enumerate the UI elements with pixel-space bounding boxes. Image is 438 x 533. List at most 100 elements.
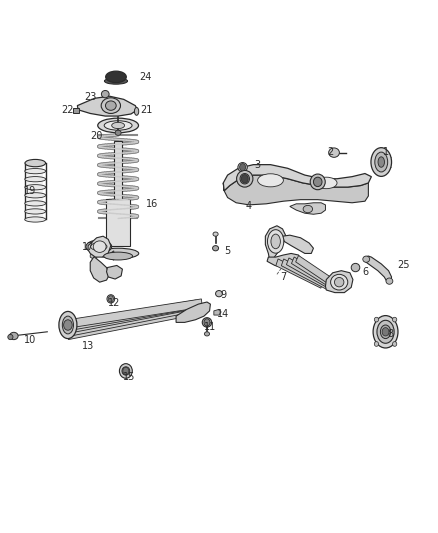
Ellipse shape [328,148,339,157]
Ellipse shape [25,201,46,206]
Text: 20: 20 [91,131,103,141]
Text: 25: 25 [397,260,410,270]
Ellipse shape [205,332,209,336]
Circle shape [64,320,72,330]
Text: 12: 12 [108,298,120,308]
Polygon shape [106,265,123,279]
Ellipse shape [62,316,74,334]
Text: 17: 17 [82,242,94,252]
Ellipse shape [25,209,46,214]
Ellipse shape [101,98,120,114]
Polygon shape [67,299,202,328]
Polygon shape [296,255,343,292]
Circle shape [241,175,248,183]
Ellipse shape [392,342,397,346]
Ellipse shape [378,157,385,167]
Polygon shape [78,96,138,116]
Ellipse shape [380,325,391,338]
Circle shape [108,296,113,302]
Text: 11: 11 [204,321,216,332]
Circle shape [382,328,389,336]
Ellipse shape [374,317,378,322]
Ellipse shape [25,184,46,190]
Polygon shape [176,302,210,322]
Ellipse shape [237,171,253,187]
Ellipse shape [213,232,218,236]
Ellipse shape [122,367,130,375]
Text: 16: 16 [146,199,159,209]
Polygon shape [107,251,114,260]
Polygon shape [290,203,325,214]
Ellipse shape [315,177,337,189]
Ellipse shape [112,123,124,128]
Ellipse shape [106,101,116,110]
Ellipse shape [25,168,46,174]
Text: 4: 4 [246,201,252,212]
Ellipse shape [335,278,344,287]
Ellipse shape [374,342,378,346]
Polygon shape [223,175,368,205]
Ellipse shape [91,243,107,251]
Ellipse shape [314,177,322,187]
Text: 22: 22 [62,105,74,115]
Polygon shape [365,256,392,282]
Ellipse shape [115,130,121,135]
Text: 7: 7 [280,272,286,282]
Ellipse shape [104,121,132,130]
Circle shape [240,164,246,171]
Text: 5: 5 [224,246,231,256]
Text: 10: 10 [24,335,36,345]
Bar [73,108,79,114]
Text: 19: 19 [24,186,36,196]
Circle shape [204,319,210,326]
Ellipse shape [104,78,127,84]
Ellipse shape [98,248,139,259]
Ellipse shape [106,71,126,83]
Polygon shape [281,259,330,290]
Ellipse shape [386,278,393,284]
Polygon shape [283,235,314,254]
Ellipse shape [202,318,212,327]
Polygon shape [325,271,353,293]
Ellipse shape [104,252,133,260]
Text: 15: 15 [123,372,135,382]
Ellipse shape [351,263,360,272]
Ellipse shape [268,230,284,253]
Ellipse shape [25,193,46,198]
Polygon shape [114,141,123,199]
Polygon shape [267,254,300,268]
Ellipse shape [8,334,13,340]
Polygon shape [291,257,340,292]
Ellipse shape [363,256,370,262]
Ellipse shape [86,240,112,253]
Ellipse shape [98,118,138,133]
Ellipse shape [238,163,247,172]
Ellipse shape [25,217,46,222]
Text: 14: 14 [217,309,230,319]
Ellipse shape [377,320,394,343]
Ellipse shape [215,290,223,297]
Ellipse shape [107,295,115,303]
Ellipse shape [240,174,250,184]
Polygon shape [90,257,110,282]
Text: 1: 1 [383,147,389,157]
Ellipse shape [212,246,219,251]
Ellipse shape [25,159,46,167]
Polygon shape [67,300,197,330]
Text: 13: 13 [82,341,94,351]
Ellipse shape [375,152,388,172]
Ellipse shape [134,108,139,115]
Ellipse shape [303,205,313,213]
Ellipse shape [59,311,77,338]
Text: 6: 6 [362,266,368,277]
Ellipse shape [271,234,280,249]
Ellipse shape [25,176,46,182]
Text: 8: 8 [388,329,394,340]
Ellipse shape [310,174,325,190]
Text: 23: 23 [84,92,96,102]
Polygon shape [90,248,97,261]
Ellipse shape [10,332,18,340]
Polygon shape [67,305,185,336]
Text: 3: 3 [254,160,261,169]
Text: 9: 9 [220,290,226,300]
